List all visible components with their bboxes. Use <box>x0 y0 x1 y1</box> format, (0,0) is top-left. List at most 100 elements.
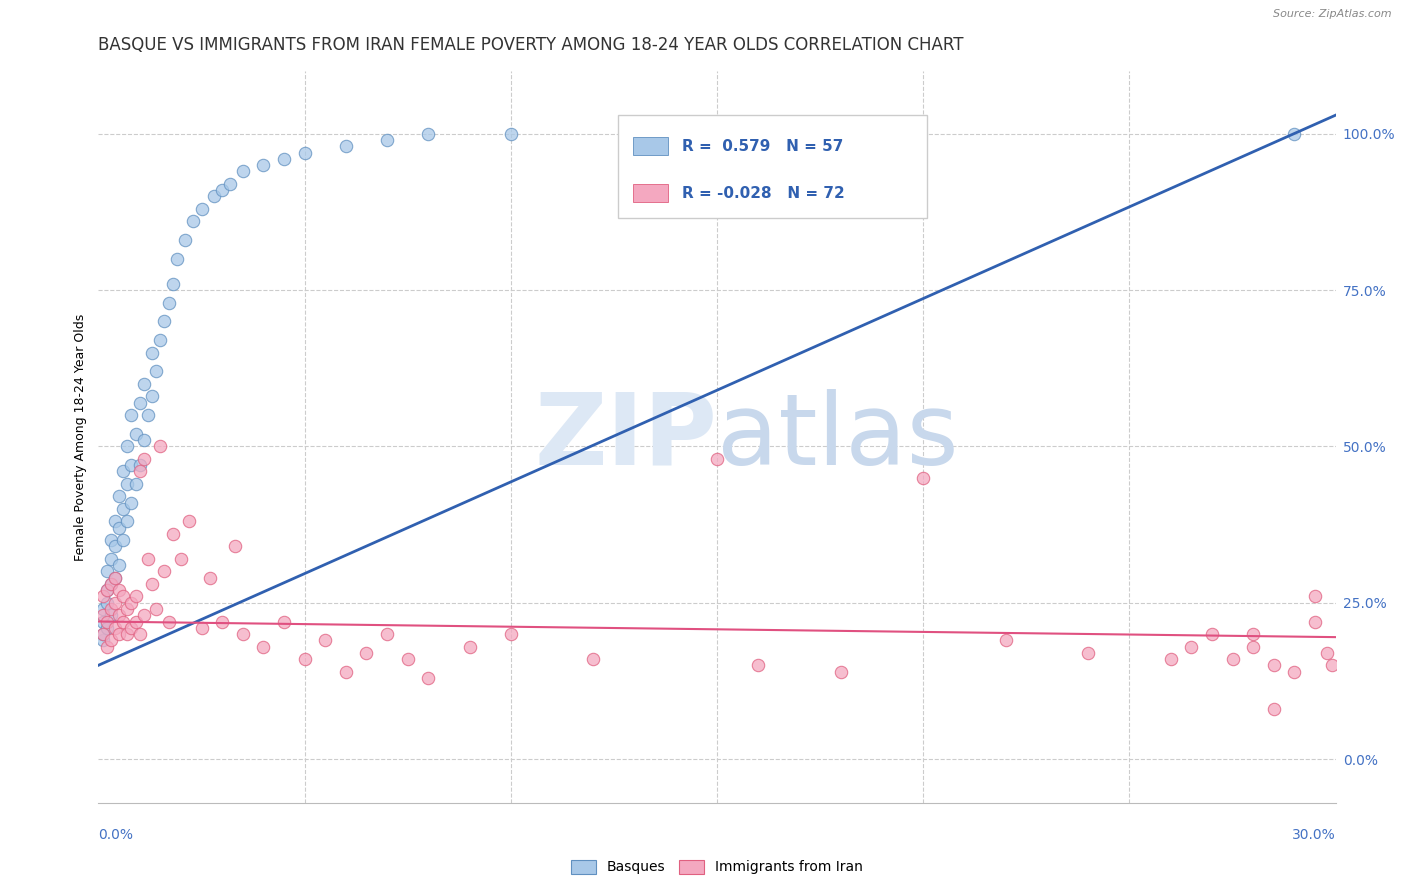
Point <box>273 615 295 629</box>
Point <box>104 621 127 635</box>
Point <box>96 583 118 598</box>
Point <box>747 658 769 673</box>
Point <box>211 183 233 197</box>
Point <box>91 633 114 648</box>
Point <box>112 465 135 479</box>
Point <box>198 571 221 585</box>
Point <box>1077 646 1099 660</box>
Point <box>1284 127 1306 141</box>
Point <box>1263 702 1285 716</box>
Point <box>1320 658 1343 673</box>
Text: Source: ZipAtlas.com: Source: ZipAtlas.com <box>1274 9 1392 19</box>
Point <box>162 527 184 541</box>
Point <box>108 490 131 504</box>
Point <box>104 515 127 529</box>
Point <box>96 596 118 610</box>
Point <box>100 608 122 623</box>
Point <box>104 571 127 585</box>
Point <box>211 615 233 629</box>
Point <box>273 152 295 166</box>
Point <box>100 552 122 566</box>
Point <box>252 158 274 172</box>
Point <box>202 189 225 203</box>
FancyBboxPatch shape <box>633 184 668 202</box>
Point <box>91 615 114 629</box>
Point <box>117 602 139 616</box>
Point <box>157 295 180 310</box>
Point <box>224 540 246 554</box>
Point <box>162 277 184 291</box>
Legend: Basques, Immigrants from Iran: Basques, Immigrants from Iran <box>565 854 869 880</box>
Point <box>314 633 336 648</box>
Point <box>112 590 135 604</box>
Point <box>117 515 139 529</box>
Point <box>294 652 316 666</box>
Point <box>1180 640 1202 654</box>
Point <box>100 602 122 616</box>
Point <box>170 552 193 566</box>
Point <box>104 596 127 610</box>
Point <box>100 533 122 548</box>
Point <box>190 621 212 635</box>
Point <box>294 145 316 160</box>
Point <box>136 408 159 422</box>
Point <box>1222 652 1244 666</box>
Point <box>128 465 150 479</box>
Point <box>132 452 155 467</box>
Point <box>108 627 131 641</box>
Text: atlas: atlas <box>717 389 959 485</box>
Point <box>120 621 142 635</box>
Point <box>128 627 150 641</box>
Text: ZIP: ZIP <box>534 389 717 485</box>
Point <box>100 577 122 591</box>
Text: 30.0%: 30.0% <box>1292 828 1336 842</box>
Point <box>120 496 142 510</box>
Point <box>1263 658 1285 673</box>
Point <box>1160 652 1182 666</box>
Point <box>190 202 212 216</box>
Point <box>582 652 605 666</box>
Point <box>706 452 728 467</box>
Point <box>1316 646 1339 660</box>
Point <box>112 533 135 548</box>
Point <box>830 665 852 679</box>
Point <box>418 671 440 685</box>
Point <box>499 627 522 641</box>
FancyBboxPatch shape <box>619 115 928 218</box>
Point <box>132 608 155 623</box>
Point <box>117 477 139 491</box>
Point <box>145 602 167 616</box>
Point <box>181 214 204 228</box>
Point <box>100 633 122 648</box>
Point <box>100 577 122 591</box>
Text: R =  0.579   N = 57: R = 0.579 N = 57 <box>682 139 844 154</box>
Point <box>108 521 131 535</box>
Point <box>96 583 118 598</box>
Point <box>145 364 167 378</box>
Point <box>232 627 254 641</box>
Point <box>1303 615 1326 629</box>
Point <box>335 665 357 679</box>
Point <box>375 627 398 641</box>
Point <box>132 434 155 448</box>
Point <box>108 558 131 573</box>
Point <box>104 540 127 554</box>
Point <box>120 458 142 473</box>
Text: R = -0.028   N = 72: R = -0.028 N = 72 <box>682 186 845 201</box>
Point <box>91 590 114 604</box>
Point <box>174 233 197 247</box>
Point <box>396 652 419 666</box>
Point <box>112 502 135 516</box>
Point <box>149 333 172 347</box>
Point <box>96 565 118 579</box>
Point <box>124 477 146 491</box>
Point <box>120 408 142 422</box>
Point <box>141 345 163 359</box>
Point <box>104 571 127 585</box>
Point <box>356 646 378 660</box>
Point <box>108 608 131 623</box>
Point <box>112 615 135 629</box>
Point <box>128 458 150 473</box>
Point <box>96 621 118 635</box>
Point <box>117 440 139 454</box>
